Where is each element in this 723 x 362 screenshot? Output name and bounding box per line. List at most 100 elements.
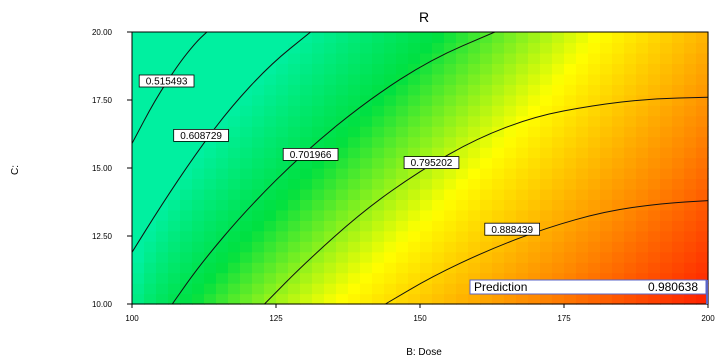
heatmap-cell xyxy=(612,272,625,284)
heatmap-cell xyxy=(648,73,661,85)
heatmap-cell xyxy=(348,168,361,180)
heatmap-cell xyxy=(384,84,397,96)
heatmap-cell xyxy=(624,199,637,211)
heatmap-cell xyxy=(276,73,289,85)
heatmap-cell xyxy=(144,283,157,295)
heatmap-cell xyxy=(516,241,529,253)
heatmap-cell xyxy=(216,188,229,200)
heatmap-cell xyxy=(612,251,625,263)
heatmap-cell xyxy=(276,241,289,253)
heatmap-cell xyxy=(540,251,553,263)
heatmap-cell xyxy=(180,188,193,200)
heatmap-cell xyxy=(504,84,517,96)
heatmap-cell xyxy=(564,147,577,159)
heatmap-cell xyxy=(540,272,553,284)
heatmap-cell xyxy=(648,209,661,221)
heatmap-cell xyxy=(336,63,349,75)
heatmap-cell xyxy=(144,188,157,200)
heatmap-cell xyxy=(180,52,193,64)
heatmap-cell xyxy=(312,94,325,106)
heatmap-cell xyxy=(444,136,457,148)
heatmap-cell xyxy=(156,52,169,64)
heatmap-cell xyxy=(228,209,241,221)
heatmap-cell xyxy=(228,73,241,85)
heatmap-cell xyxy=(348,32,361,44)
heatmap-cell xyxy=(576,84,589,96)
heatmap-cell xyxy=(168,147,181,159)
heatmap-cell xyxy=(564,52,577,64)
heatmap-cell xyxy=(492,32,505,44)
heatmap-cell xyxy=(192,241,205,253)
heatmap-cell xyxy=(408,136,421,148)
heatmap-cell xyxy=(552,199,565,211)
heatmap-cell xyxy=(600,293,613,305)
heatmap-cell xyxy=(612,63,625,75)
heatmap-cell xyxy=(360,178,373,190)
heatmap-cell xyxy=(156,188,169,200)
heatmap-cell xyxy=(600,32,613,44)
heatmap-cell xyxy=(684,147,697,159)
heatmap-cell xyxy=(240,115,253,127)
heatmap-cell xyxy=(312,126,325,138)
heatmap-cell xyxy=(564,293,577,305)
heatmap-cell xyxy=(204,42,217,54)
heatmap-cell xyxy=(612,105,625,117)
heatmap-cell xyxy=(216,105,229,117)
heatmap-cell xyxy=(216,147,229,159)
heatmap-cell xyxy=(636,157,649,169)
heatmap-cell xyxy=(384,188,397,200)
heatmap-cell xyxy=(528,293,541,305)
heatmap-cell xyxy=(660,209,673,221)
heatmap-cell xyxy=(600,52,613,64)
heatmap-cell xyxy=(204,251,217,263)
heatmap-cell xyxy=(504,126,517,138)
heatmap-cell xyxy=(180,178,193,190)
heatmap-cell xyxy=(540,157,553,169)
heatmap-cell xyxy=(456,241,469,253)
heatmap-cell xyxy=(588,115,601,127)
heatmap-cell xyxy=(660,251,673,263)
heatmap-cell xyxy=(372,178,385,190)
heatmap-cell xyxy=(648,188,661,200)
heatmap-cell xyxy=(612,293,625,305)
heatmap-cell xyxy=(192,42,205,54)
heatmap-cell xyxy=(180,272,193,284)
heatmap-cell xyxy=(672,272,685,284)
heatmap-cell xyxy=(528,105,541,117)
heatmap-cell xyxy=(384,293,397,305)
heatmap-cell xyxy=(156,283,169,295)
heatmap-cell xyxy=(324,209,337,221)
heatmap-cell xyxy=(276,230,289,242)
heatmap-cell xyxy=(468,272,481,284)
heatmap-cell xyxy=(168,272,181,284)
heatmap-cell xyxy=(408,42,421,54)
heatmap-cell xyxy=(408,147,421,159)
heatmap-cell xyxy=(600,241,613,253)
heatmap-cell xyxy=(336,157,349,169)
heatmap-cell xyxy=(612,42,625,54)
heatmap-cell xyxy=(396,105,409,117)
heatmap-cell xyxy=(624,178,637,190)
heatmap-cell xyxy=(324,241,337,253)
heatmap-cell xyxy=(456,84,469,96)
heatmap-cell xyxy=(576,293,589,305)
heatmap-cell xyxy=(132,262,145,274)
heatmap-cell xyxy=(564,188,577,200)
y-tick-label: 20.00 xyxy=(92,28,113,37)
heatmap-cell xyxy=(624,126,637,138)
heatmap-cell xyxy=(336,168,349,180)
contour-labels: 0.515493 0.608729 0.701966 0.795202 0.888439 xyxy=(138,74,540,236)
heatmap-cell xyxy=(324,105,337,117)
heatmap-cell xyxy=(264,42,277,54)
heatmap-cell xyxy=(312,230,325,242)
heatmap-cell xyxy=(384,42,397,54)
heatmap-cell xyxy=(660,178,673,190)
heatmap-cell xyxy=(348,178,361,190)
heatmap-cell xyxy=(192,230,205,242)
heatmap-cell xyxy=(288,168,301,180)
heatmap-cell xyxy=(432,220,445,232)
heatmap-cell xyxy=(564,230,577,242)
heatmap-cell xyxy=(204,94,217,106)
heatmap-cell xyxy=(348,63,361,75)
heatmap-cell xyxy=(420,73,433,85)
